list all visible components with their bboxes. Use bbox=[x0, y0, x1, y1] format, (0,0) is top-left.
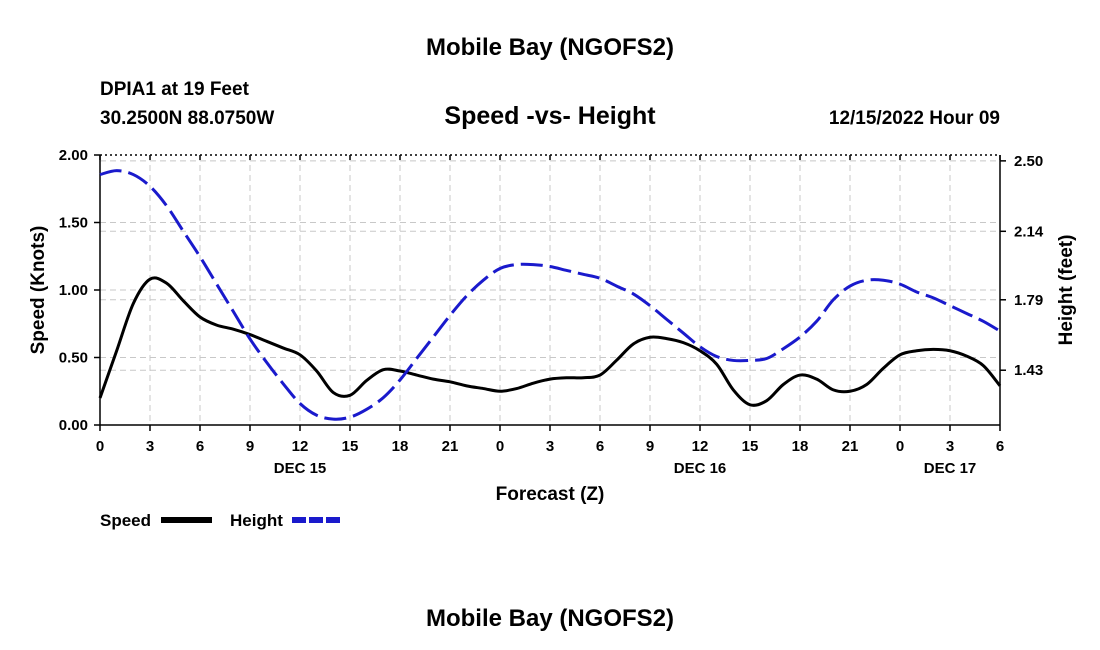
station-label: DPIA1 at 19 Feet bbox=[100, 79, 250, 100]
y-tick-label-left: 2.00 bbox=[59, 147, 88, 164]
x-tick-label: 3 bbox=[146, 438, 154, 455]
y-tick-label-left: 0.50 bbox=[59, 350, 88, 367]
coordinates-label: 30.2500N 88.0750W bbox=[100, 108, 274, 129]
x-tick-label: 0 bbox=[496, 438, 504, 455]
grid bbox=[100, 155, 1000, 425]
y-tick-label-right: 1.79 bbox=[1014, 292, 1043, 309]
chart-title: Mobile Bay (NGOFS2) bbox=[426, 34, 674, 61]
date-label: DEC 16 bbox=[674, 460, 727, 477]
x-tick-label: 18 bbox=[392, 438, 409, 455]
date-label: DEC 15 bbox=[274, 460, 327, 477]
x-tick-label: 12 bbox=[292, 438, 309, 455]
x-tick-label: 6 bbox=[996, 438, 1004, 455]
x-tick-label: 0 bbox=[96, 438, 104, 455]
footer-title: Mobile Bay (NGOFS2) bbox=[426, 605, 674, 632]
x-tick-label: 9 bbox=[246, 438, 254, 455]
x-tick-label: 12 bbox=[692, 438, 709, 455]
y-tick-label-right: 2.50 bbox=[1014, 153, 1043, 170]
y-axis-right-label: Height (feet) bbox=[1056, 235, 1077, 346]
y-axis-left-label: Speed (Knots) bbox=[28, 226, 49, 355]
y-tick-label-left: 1.00 bbox=[59, 282, 88, 299]
legend-height-label: Height bbox=[230, 511, 283, 530]
x-tick-label: 21 bbox=[442, 438, 459, 455]
x-tick-label: 9 bbox=[646, 438, 654, 455]
y-tick-label-left: 0.00 bbox=[59, 417, 88, 434]
x-tick-label: 21 bbox=[842, 438, 859, 455]
series-line-height bbox=[99, 169, 1001, 421]
y-tick-label-left: 1.50 bbox=[59, 215, 88, 232]
tick-labels: 0 3 6 9 12 15 18 21 0 3 6 9 12 15 18 21 0 3 6 DEC 15 DEC 16 D… bbox=[59, 147, 1044, 477]
chart-subtitle: Speed -vs- Height bbox=[444, 102, 656, 130]
legend: Speed Height bbox=[100, 511, 343, 530]
series-lines bbox=[98, 169, 1002, 421]
x-tick-label: 6 bbox=[196, 438, 204, 455]
x-tick-label: 6 bbox=[596, 438, 604, 455]
x-tick-label: 3 bbox=[546, 438, 554, 455]
legend-speed-label: Speed bbox=[100, 511, 151, 530]
y-tick-label-right: 2.14 bbox=[1014, 223, 1044, 240]
y-tick-label-right: 1.43 bbox=[1014, 362, 1043, 379]
axes bbox=[94, 154, 1006, 431]
timestamp-label: 12/15/2022 Hour 09 bbox=[829, 108, 1000, 129]
x-tick-label: 3 bbox=[946, 438, 954, 455]
x-tick-label: 18 bbox=[792, 438, 809, 455]
date-label: DEC 17 bbox=[924, 460, 977, 477]
x-tick-label: 0 bbox=[896, 438, 904, 455]
x-axis-label: Forecast (Z) bbox=[496, 484, 605, 505]
x-tick-label: 15 bbox=[342, 438, 359, 455]
series-line-speed bbox=[98, 276, 1002, 407]
x-tick-label: 15 bbox=[742, 438, 759, 455]
